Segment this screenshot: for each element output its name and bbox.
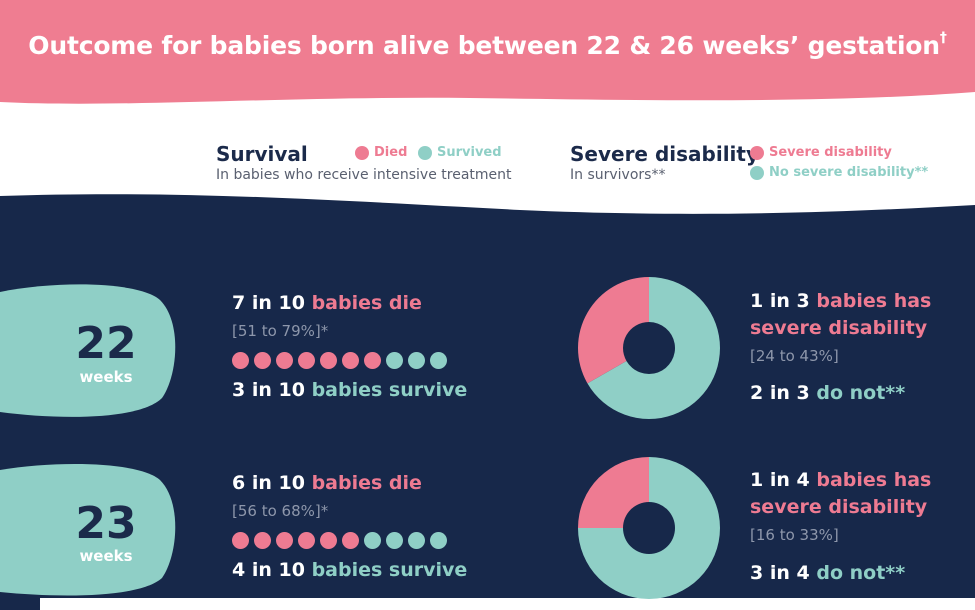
legend-dot-survived: [418, 145, 432, 160]
dot-died: [342, 352, 359, 369]
header-banner: [0, 0, 975, 104]
dot-died: [276, 352, 293, 369]
survival-dots-23: [232, 532, 447, 549]
week-number-23: 23: [75, 498, 137, 549]
disability-legend-subtitle: In survivors**: [570, 167, 666, 183]
donut-slice-no-severe-disability: [578, 457, 720, 599]
dot-died: [320, 352, 337, 369]
disability-legend-heading: Severe disability: [570, 142, 760, 166]
week-label-22: weeks: [79, 368, 133, 386]
survival-legend-subtitle: In babies who receive intensive treatmen…: [216, 167, 512, 183]
disability-donut-23: [578, 457, 720, 599]
dot-survived: [430, 532, 447, 549]
survive-stat-22: 3 in 10 babies survive: [232, 379, 468, 401]
survival-dots-22: [232, 352, 447, 369]
die-stat-22: 7 in 10 babies die: [232, 292, 422, 314]
donut-slice-severe-disability: [578, 277, 649, 384]
survival-legend-heading: Survival: [216, 142, 308, 166]
donut-slice-severe-disability: [578, 457, 649, 528]
legend-item-died: Died: [355, 145, 407, 160]
footer-strip: [40, 598, 975, 610]
legend-dot-died: [355, 145, 369, 160]
dot-died: [232, 352, 249, 369]
dark-panel: [0, 194, 975, 610]
dot-died: [364, 352, 381, 369]
dot-died: [276, 532, 293, 549]
legend-item-severe-disability: Severe disability: [750, 145, 892, 160]
legend-label-no-severe: No severe disability**: [769, 165, 929, 180]
no-disability-stat-23: 3 in 4 do not**: [750, 562, 906, 584]
die-ci-22: [51 to 79%]*: [232, 322, 329, 340]
dot-died: [320, 532, 337, 549]
legend-dot-no-severe: [750, 165, 764, 180]
dot-died: [232, 532, 249, 549]
page-title: Outcome for babies born alive between 22…: [28, 30, 947, 60]
disability-stat-22-line2: severe disability: [750, 317, 928, 339]
no-disability-stat-22: 2 in 3 do not**: [750, 382, 906, 404]
survive-stat-23: 4 in 10 babies survive: [232, 559, 468, 581]
disability-stat-23-line2: severe disability: [750, 496, 928, 518]
legend-dot-severe: [750, 145, 764, 160]
dot-survived: [386, 352, 403, 369]
dot-survived: [430, 352, 447, 369]
die-ci-23: [56 to 68%]*: [232, 502, 329, 520]
legend-item-survived: Survived: [418, 145, 502, 160]
week-number-22: 22: [75, 318, 137, 369]
dot-died: [298, 532, 315, 549]
legend-label-survived: Survived: [437, 145, 502, 160]
dot-survived: [408, 532, 425, 549]
legend-label-severe: Severe disability: [769, 145, 892, 160]
dot-survived: [408, 352, 425, 369]
dot-died: [298, 352, 315, 369]
dot-died: [254, 532, 271, 549]
die-stat-23: 6 in 10 babies die: [232, 472, 422, 494]
legend-label-died: Died: [374, 145, 408, 160]
week-blob-22: [0, 284, 176, 417]
dagger-mark: †: [939, 30, 947, 46]
disability-donut-22: [578, 277, 720, 419]
donut-slice-no-severe-disability: [587, 277, 720, 419]
week-label-23: weeks: [79, 547, 133, 565]
legend-item-no-severe-disability: No severe disability**: [750, 165, 928, 180]
disability-ci-23: [16 to 33%]: [750, 526, 839, 544]
disability-stat-22-line1: 1 in 3 babies has: [750, 290, 932, 312]
disability-ci-22: [24 to 43%]: [750, 347, 839, 365]
dot-died: [342, 532, 359, 549]
dot-survived: [364, 532, 381, 549]
dot-died: [254, 352, 271, 369]
disability-stat-23-line1: 1 in 4 babies has: [750, 469, 932, 491]
week-blob-23: [0, 464, 176, 596]
dot-survived: [386, 532, 403, 549]
